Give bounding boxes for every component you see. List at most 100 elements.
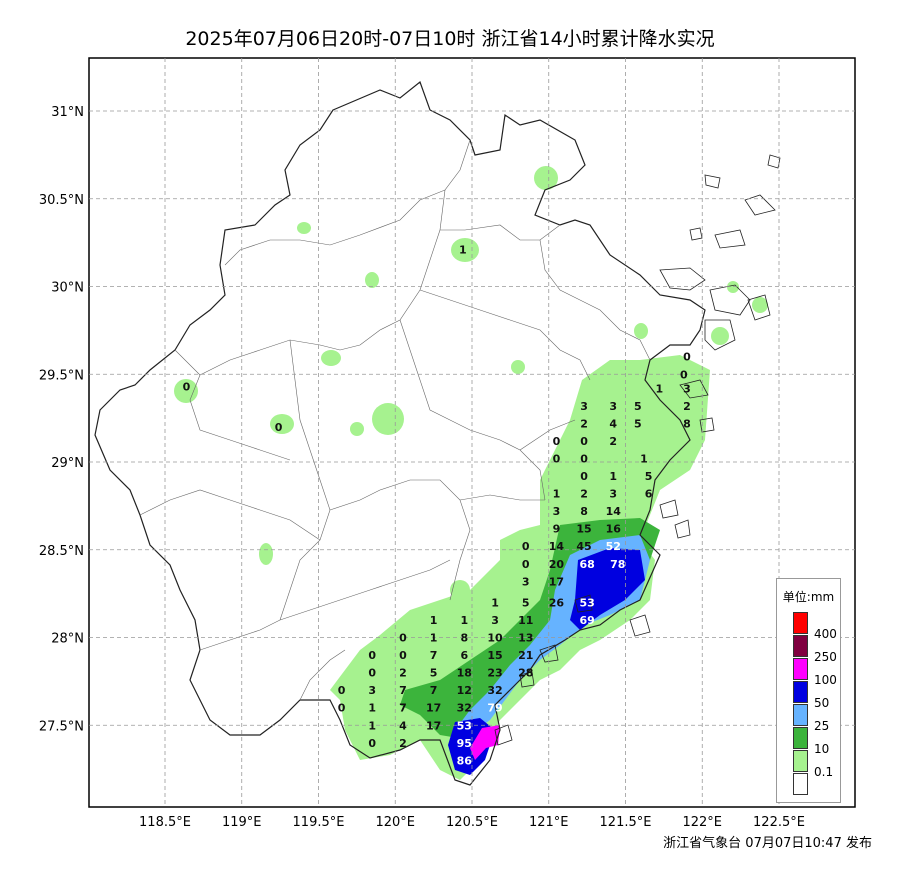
legend-label: 50: [814, 696, 830, 710]
station-value: 8: [460, 632, 468, 645]
station-value: 45: [576, 540, 591, 553]
station-value: 0: [522, 558, 530, 571]
station-value: 1: [430, 614, 438, 627]
station-value: 0: [580, 435, 588, 448]
station-value: 18: [457, 667, 472, 680]
station-value: 0: [183, 381, 191, 394]
latitude-label: 29.5°N: [39, 368, 84, 383]
station-value: 5: [430, 667, 438, 680]
station-value: 2: [580, 417, 588, 430]
longitude-labels: 118.5°E 119°E 119.5°E 120°E 120.5°E 121°E 121.…: [139, 815, 805, 830]
station-value: 68: [579, 558, 594, 571]
station-value: 17: [549, 575, 564, 588]
station-value: 32: [487, 684, 502, 697]
station-value: 1: [368, 719, 376, 732]
issuer-footer: 浙江省气象台 07月07日10:47 发布: [663, 836, 872, 851]
station-value: 1: [368, 702, 376, 715]
legend: 单位:mm 400 250 100 50 25 10 0.1: [776, 578, 841, 803]
latitude-label: 27.5°N: [39, 719, 84, 734]
latitude-label: 28.5°N: [39, 544, 84, 559]
station-value: 0: [399, 632, 407, 645]
station-value: 1: [491, 596, 499, 609]
legend-swatch: [793, 681, 808, 703]
station-value: 3: [522, 575, 530, 588]
station-value: 3: [553, 505, 561, 518]
station-value: 9: [553, 523, 561, 536]
station-value: 86: [457, 754, 473, 767]
station-value: 0: [368, 649, 376, 662]
station-value: 17: [426, 719, 441, 732]
station-value: 1: [553, 488, 561, 501]
station-value: 6: [460, 649, 468, 662]
station-value: 53: [579, 596, 594, 609]
station-value: 11: [518, 614, 533, 627]
station-value: 3: [609, 400, 617, 413]
station-value: 95: [457, 737, 472, 750]
longitude-label: 119°E: [222, 815, 262, 830]
station-value: 4: [609, 417, 617, 430]
station-value: 7: [430, 684, 438, 697]
legend-label: 100: [814, 673, 837, 687]
station-value: 0: [680, 368, 688, 381]
longitude-label: 122°E: [682, 815, 722, 830]
station-value: 6: [645, 488, 653, 501]
station-value: 0: [522, 540, 530, 553]
latitude-label: 30.5°N: [39, 193, 84, 208]
latitude-labels: 31°N 30.5°N 30°N 29.5°N 29°N 28.5°N 28°N 27.5°N: [39, 105, 84, 734]
legend-label: 0.1: [814, 765, 834, 779]
station-value: 8: [580, 505, 588, 518]
longitude-label: 121°E: [529, 815, 569, 830]
legend-swatch: [793, 612, 808, 634]
legend-swatch: [793, 773, 808, 795]
station-value: 17: [426, 702, 441, 715]
station-value: 7: [399, 702, 407, 715]
station-value: 1: [655, 382, 663, 395]
station-value: 28: [518, 667, 533, 680]
legend-swatch: [793, 750, 808, 772]
islands: [494, 154, 781, 746]
station-value: 2: [683, 400, 691, 413]
longitude-label: 121.5°E: [600, 815, 652, 830]
station-value: 8: [683, 417, 691, 430]
station-value: 69: [579, 614, 594, 627]
legend-title: 单位:mm: [782, 590, 835, 604]
legend-swatch: [793, 658, 808, 680]
latitude-label: 30°N: [51, 281, 84, 296]
station-value: 0: [553, 452, 561, 465]
station-value: 5: [634, 400, 642, 413]
rain-area-extreme: [470, 725, 500, 760]
station-value: 5: [645, 470, 653, 483]
station-value: 0: [368, 667, 376, 680]
station-value: 1: [430, 632, 438, 645]
legend-label: 25: [814, 719, 830, 733]
station-value: 10: [487, 632, 503, 645]
station-value: 7: [399, 684, 407, 697]
legend-label: 400: [814, 627, 837, 641]
legend-label: 250: [814, 650, 837, 664]
station-value: 2: [399, 667, 407, 680]
station-value: 5: [634, 417, 642, 430]
station-value: 1: [459, 244, 467, 257]
station-value: 1: [609, 470, 617, 483]
station-value: 13: [518, 632, 533, 645]
latitude-label: 28°N: [51, 632, 84, 647]
station-value: 1: [640, 452, 648, 465]
station-value: 0: [368, 737, 376, 750]
legend-label: 10: [814, 742, 830, 756]
station-value: 21: [518, 649, 533, 662]
station-value: 79: [487, 702, 502, 715]
station-value: 14: [606, 505, 622, 518]
station-value: 4: [399, 719, 407, 732]
rain-area-very-heavy: [570, 548, 645, 630]
longitude-label: 122.5°E: [753, 815, 805, 830]
longitude-label: 119.5°E: [293, 815, 345, 830]
station-value: 0: [338, 702, 346, 715]
station-value: 2: [580, 488, 588, 501]
station-value: 5: [522, 596, 530, 609]
station-value: 0: [338, 684, 346, 697]
station-value: 53: [457, 719, 472, 732]
station-value: 0: [683, 351, 691, 364]
station-value: 0: [580, 470, 588, 483]
